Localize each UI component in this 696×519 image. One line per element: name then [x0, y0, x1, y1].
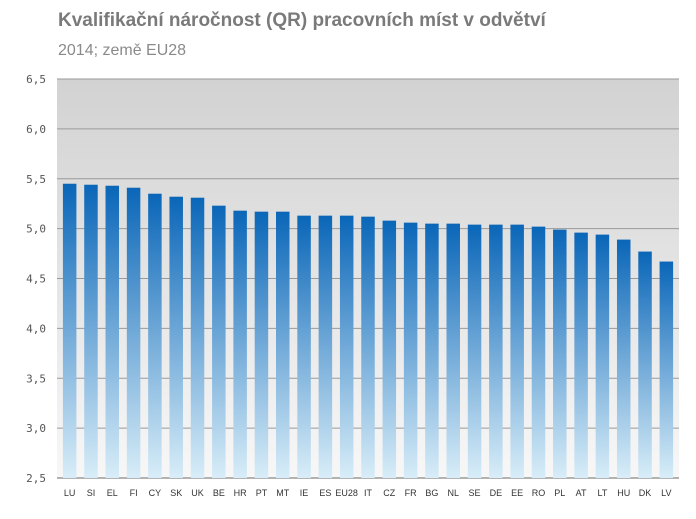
x-tick-label-it: IT — [364, 488, 373, 498]
x-tick-label-dk: DK — [639, 488, 652, 498]
bar-sk — [169, 196, 183, 478]
x-tick-label-hu: HU — [617, 488, 630, 498]
x-tick-label-lu: LU — [64, 488, 76, 498]
bar-ro — [531, 226, 546, 478]
bar-cy — [148, 193, 162, 478]
y-tick-label: 5,5 — [26, 173, 46, 186]
bar-de — [489, 224, 503, 478]
x-tick-label-be: BE — [213, 488, 225, 498]
x-tick-label-fi: FI — [130, 488, 138, 498]
x-tick-label-at: AT — [576, 488, 587, 498]
y-tick-label: 2,5 — [26, 472, 46, 485]
x-tick-label-bg: BG — [425, 488, 438, 498]
bar-pt — [254, 211, 269, 479]
bar-nl — [446, 223, 460, 478]
bar-lt — [595, 234, 610, 478]
x-tick-label-eu28: EU28 — [335, 488, 358, 498]
x-tick-label-de: DE — [490, 488, 503, 498]
x-tick-label-pl: PL — [554, 488, 565, 498]
bar-el — [105, 185, 120, 479]
bar-ie — [297, 215, 311, 478]
x-axis-labels: LU SI EL FI CY SK UK BE HR PT MT IE ES EU28 IT CZ FR BG NL… — [64, 488, 672, 498]
y-tick-label: 3,0 — [26, 422, 46, 435]
x-tick-label-el: EL — [107, 488, 118, 498]
x-tick-label-cz: CZ — [383, 488, 395, 498]
x-tick-label-lt: LT — [597, 488, 607, 498]
bar-bg — [425, 223, 439, 478]
bar-ee — [510, 224, 524, 478]
bar-hu — [616, 239, 631, 478]
y-tick-label: 6,5 — [26, 73, 46, 86]
x-tick-label-ro: RO — [532, 488, 546, 498]
x-tick-label-mt: MT — [276, 488, 289, 498]
bar-lv — [659, 261, 674, 478]
bars — [62, 183, 674, 479]
x-tick-label-si: SI — [87, 488, 96, 498]
x-tick-label-ie: IE — [300, 488, 309, 498]
x-tick-label-cy: CY — [149, 488, 162, 498]
y-tick-label: 5,0 — [26, 223, 46, 236]
y-tick-label: 4,5 — [26, 273, 46, 286]
bar-si — [84, 184, 98, 479]
bar-pl — [553, 229, 567, 478]
bar-at — [574, 232, 588, 478]
bar-eu28 — [339, 215, 354, 478]
x-tick-label-uk: UK — [191, 488, 204, 498]
bar-cz — [382, 220, 397, 478]
x-tick-label-lv: LV — [661, 488, 671, 498]
x-tick-label-hr: HR — [234, 488, 247, 498]
chart-subtitle: 2014; země EU28 — [58, 42, 187, 59]
bar-be — [212, 205, 226, 478]
bar-fr — [403, 222, 418, 478]
x-tick-label-sk: SK — [170, 488, 182, 498]
x-tick-label-es: ES — [319, 488, 331, 498]
bar-lu — [62, 183, 77, 479]
x-tick-label-pt: PT — [256, 488, 268, 498]
bar-dk — [638, 251, 652, 478]
x-tick-label-fr: FR — [405, 488, 417, 498]
bar-uk — [190, 197, 205, 478]
bar-hr — [233, 210, 247, 479]
y-tick-label: 3,5 — [26, 372, 46, 385]
y-tick-label: 4,0 — [26, 322, 46, 335]
x-tick-label-nl: NL — [447, 488, 459, 498]
bar-se — [467, 224, 482, 478]
chart-title: Kvalifikační náročnost (QR) pracovních m… — [58, 10, 546, 31]
bar-es — [318, 215, 333, 478]
x-tick-label-ee: EE — [511, 488, 523, 498]
y-tick-label: 6,0 — [26, 123, 46, 136]
bar-it — [361, 216, 375, 478]
x-tick-label-se: SE — [469, 488, 481, 498]
bar-fi — [126, 187, 141, 479]
bar-mt — [276, 211, 290, 479]
y-axis-ticks: 2,5 3,0 3,5 4,0 4,5 5,0 5,5 6,0 6,5 — [26, 73, 46, 485]
